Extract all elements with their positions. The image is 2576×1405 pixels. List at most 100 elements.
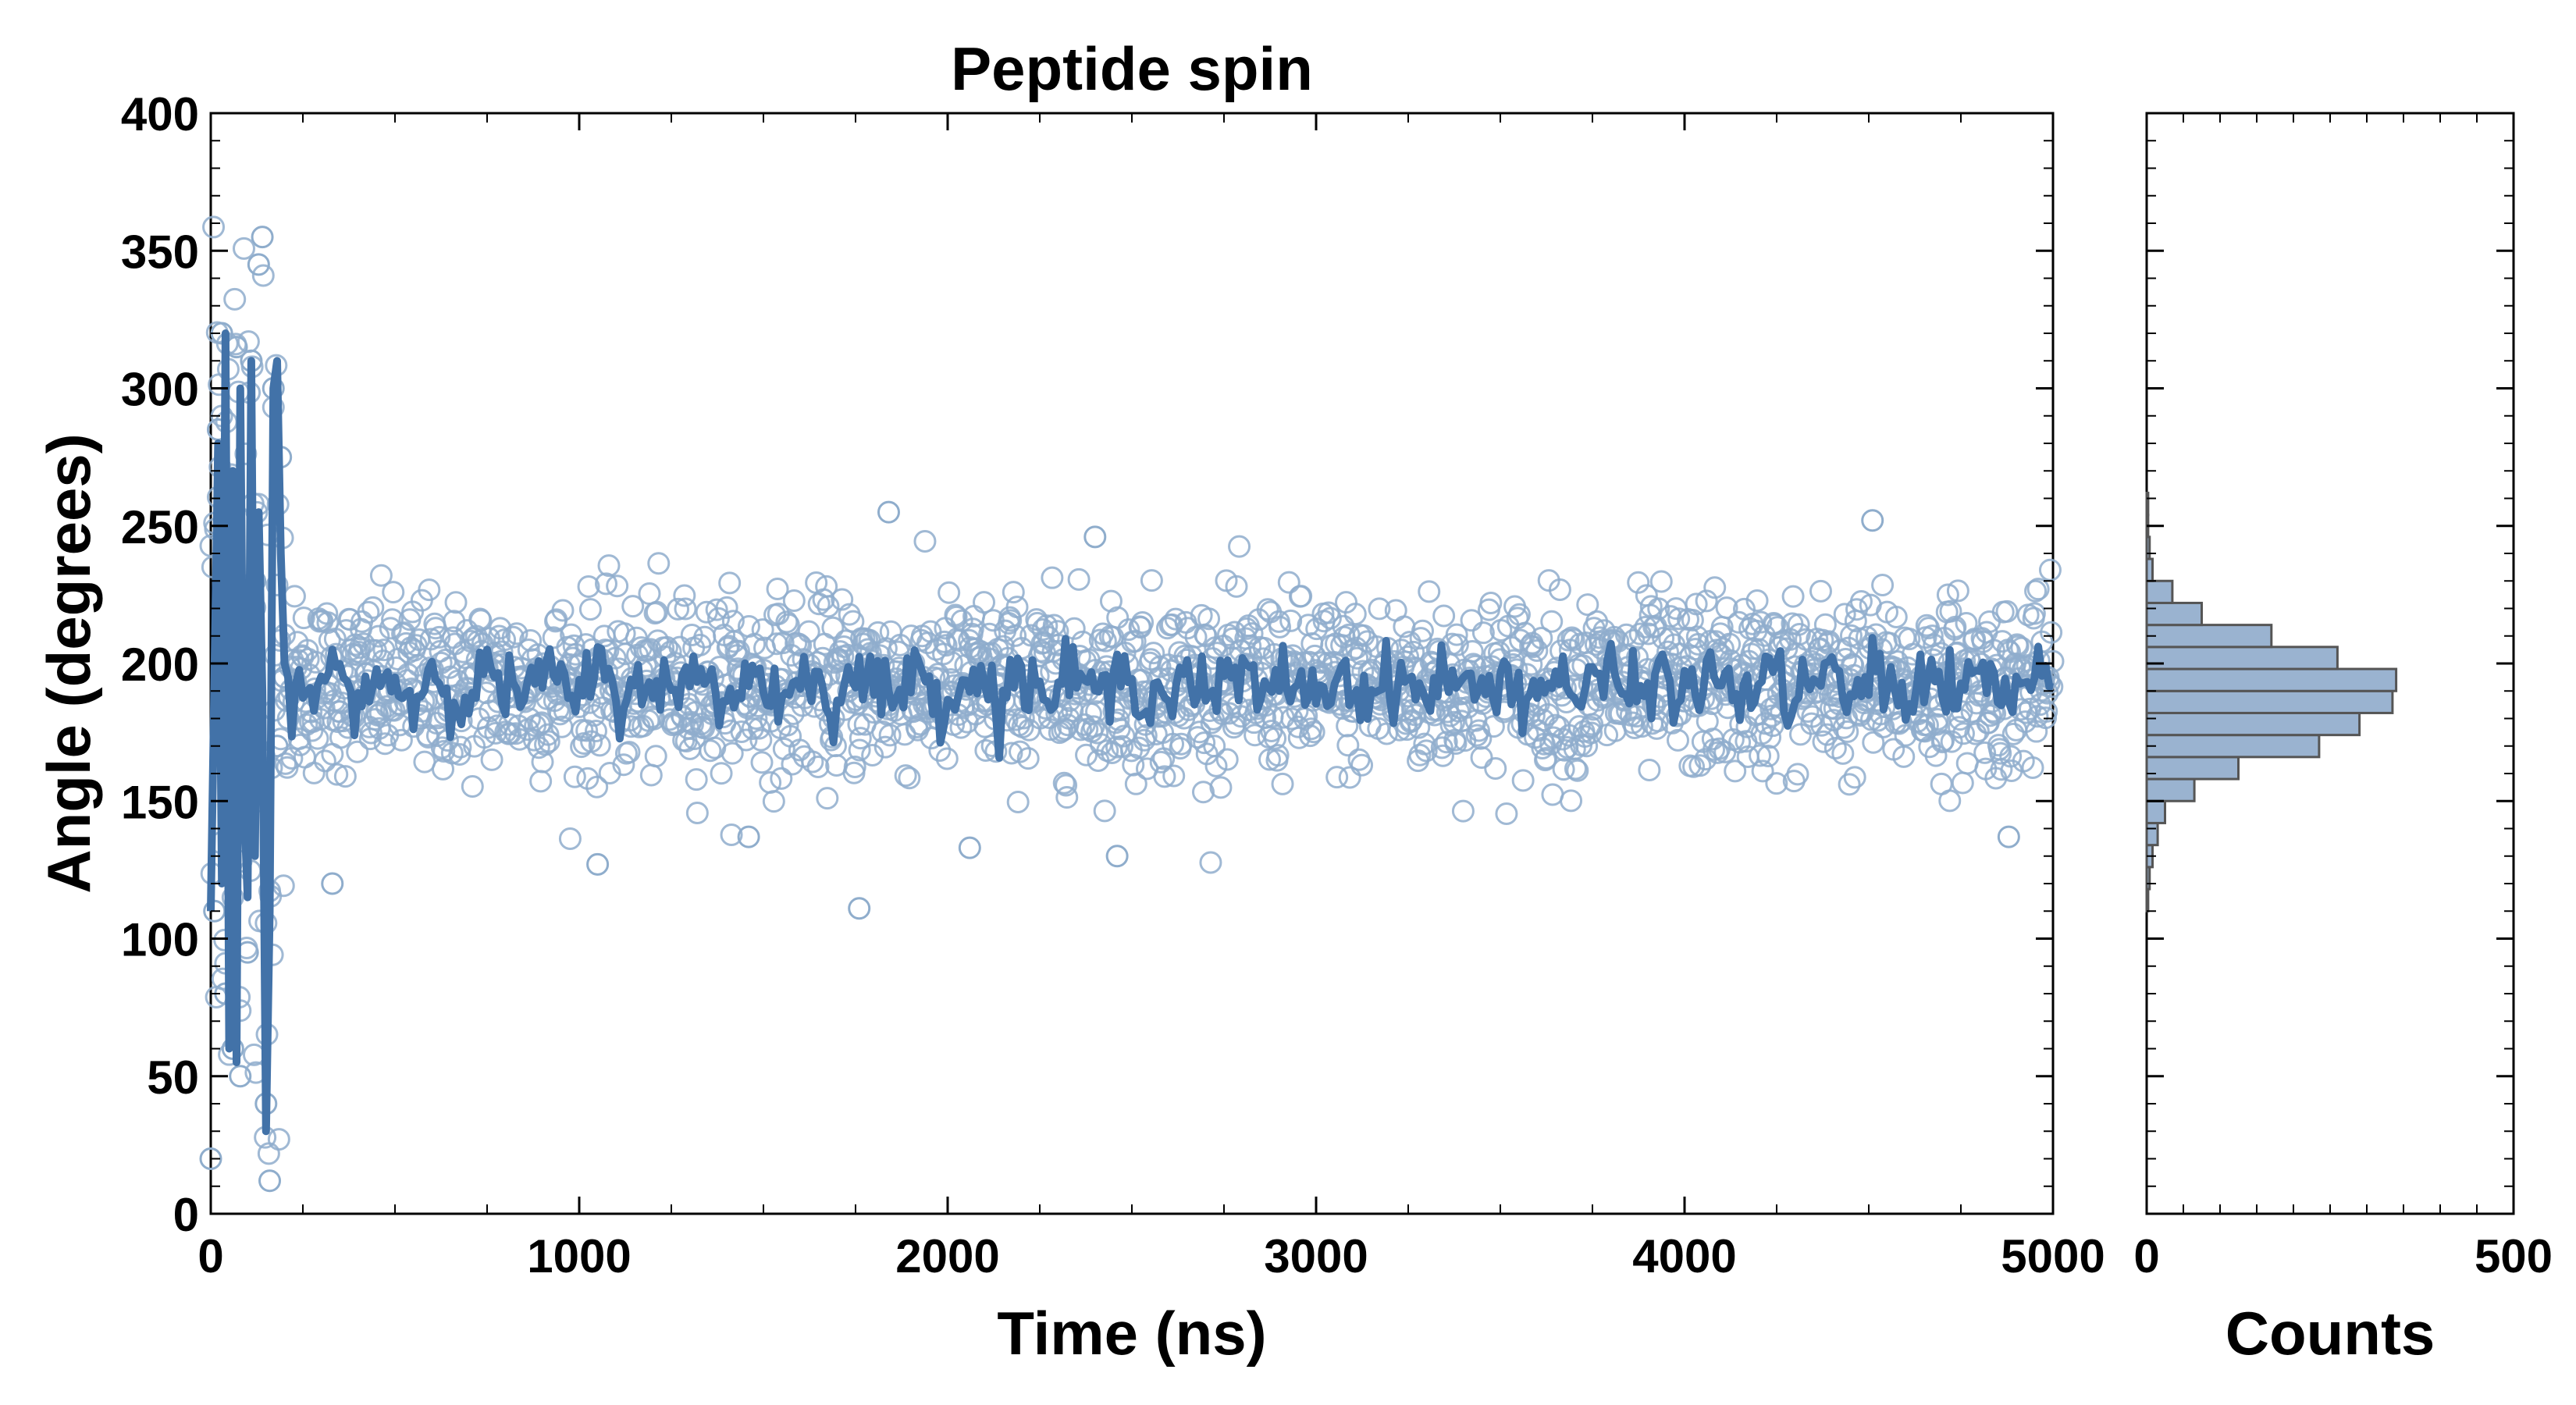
scatter-point xyxy=(606,574,629,598)
scatter-point xyxy=(685,801,709,824)
scatter-point xyxy=(361,596,385,619)
scatter-point xyxy=(1756,745,1780,768)
histogram-bar xyxy=(2145,821,2159,847)
scatter-point xyxy=(1446,633,1469,656)
scatter-point xyxy=(1781,585,1805,608)
histogram-bar xyxy=(2145,646,2339,670)
scatter-point xyxy=(639,763,663,787)
scatter-point xyxy=(935,747,959,770)
scatter-point xyxy=(1083,525,1107,549)
scatter-point xyxy=(1832,716,1856,739)
scatter-point xyxy=(1831,742,1855,765)
scatter-point xyxy=(1318,606,1342,630)
scatter-point xyxy=(1127,736,1151,759)
scatter-point xyxy=(379,617,402,640)
scatter-point xyxy=(945,605,968,628)
scatter-point xyxy=(357,600,380,624)
scatter-point xyxy=(1765,772,1788,795)
scatter-point xyxy=(1160,613,1183,636)
scatter-point xyxy=(797,620,820,643)
scatter-point xyxy=(1016,747,1040,770)
scatter-point xyxy=(461,774,484,798)
scatter-point xyxy=(2041,675,2064,699)
scatter-point xyxy=(1005,596,1029,619)
scatter-point xyxy=(720,742,744,765)
scatter-point xyxy=(315,602,339,625)
scatter-point xyxy=(597,554,621,578)
scatter-point xyxy=(1117,618,1140,642)
scatter-point xyxy=(1862,731,1885,754)
scatter-point xyxy=(551,599,575,622)
scatter-point xyxy=(831,588,854,611)
scatter-point xyxy=(1841,654,1865,678)
scatter-point xyxy=(418,578,441,602)
scatter-point xyxy=(1435,731,1458,754)
scatter-point xyxy=(1449,696,1472,720)
scatter-point xyxy=(265,573,289,596)
y-axis-label: Angle (degrees) xyxy=(34,433,103,893)
scatter-point xyxy=(647,552,671,575)
scatter-point xyxy=(2024,579,2048,603)
scatter-point xyxy=(1197,607,1221,631)
scatter-point xyxy=(849,727,872,750)
scatter-point xyxy=(1759,726,1782,749)
y-tick-label: 350 xyxy=(121,226,199,278)
scatter-point xyxy=(480,748,503,771)
scatter-point xyxy=(1989,742,2012,765)
scatter-point xyxy=(202,215,226,239)
scatter-point xyxy=(877,500,900,524)
scatter-point xyxy=(751,618,774,642)
scatter-point xyxy=(251,264,275,287)
scatter-point xyxy=(1940,730,1963,753)
scatter-point xyxy=(1338,766,1361,789)
y-tick-label: 100 xyxy=(121,914,199,966)
scatter-point xyxy=(2040,621,2063,644)
scatter-point xyxy=(233,237,256,260)
scatter-point xyxy=(531,750,554,774)
x-tick-label: 5000 xyxy=(2001,1230,2105,1282)
histogram-bar xyxy=(2145,579,2174,604)
scatter-point xyxy=(1398,631,1421,654)
scatter-point xyxy=(749,728,773,752)
scatter-point xyxy=(1946,579,1969,603)
scatter-point xyxy=(413,750,436,774)
scatter-point xyxy=(333,765,357,788)
scatter-point xyxy=(848,897,871,920)
histogram-bar xyxy=(2145,557,2154,582)
scatter-point xyxy=(280,746,304,770)
scatter-point xyxy=(1290,585,1313,608)
scatter-point xyxy=(490,640,514,663)
y-tick-label: 250 xyxy=(121,501,199,553)
scatter-point xyxy=(1062,617,1086,640)
scatter-point xyxy=(1031,617,1055,641)
scatter-point xyxy=(1325,766,1349,789)
scatter-point xyxy=(1695,589,1718,613)
y-tick-label: 300 xyxy=(121,364,199,416)
scatter-point xyxy=(1749,744,1772,767)
scatter-point xyxy=(1266,744,1290,767)
scatter-point xyxy=(1431,744,1454,767)
scatter-point xyxy=(932,642,955,666)
scatter-point xyxy=(578,598,602,621)
scatter-point xyxy=(681,713,704,736)
main-smoothed-line xyxy=(207,329,2055,1136)
scatter-point xyxy=(1271,772,1294,795)
scatter-point xyxy=(1039,718,1062,742)
scatter-point xyxy=(873,735,897,759)
scatter-point xyxy=(1142,642,1165,665)
histogram-bar xyxy=(2145,799,2166,824)
scatter-point xyxy=(1035,614,1059,638)
scatter-point xyxy=(367,624,390,648)
scatter-point xyxy=(1209,776,1233,799)
scatter-point xyxy=(898,767,921,790)
scatter-point xyxy=(473,726,496,749)
scatter-point xyxy=(1484,756,1507,780)
scatter-point xyxy=(848,738,871,762)
scatter-point xyxy=(1302,720,1325,744)
scatter-point xyxy=(1973,741,1997,764)
scatter-point xyxy=(674,597,697,621)
scatter-point xyxy=(1131,610,1155,634)
scatter-point xyxy=(1888,712,1911,735)
scatter-point xyxy=(1718,632,1742,656)
scatter-point xyxy=(1168,641,1191,664)
